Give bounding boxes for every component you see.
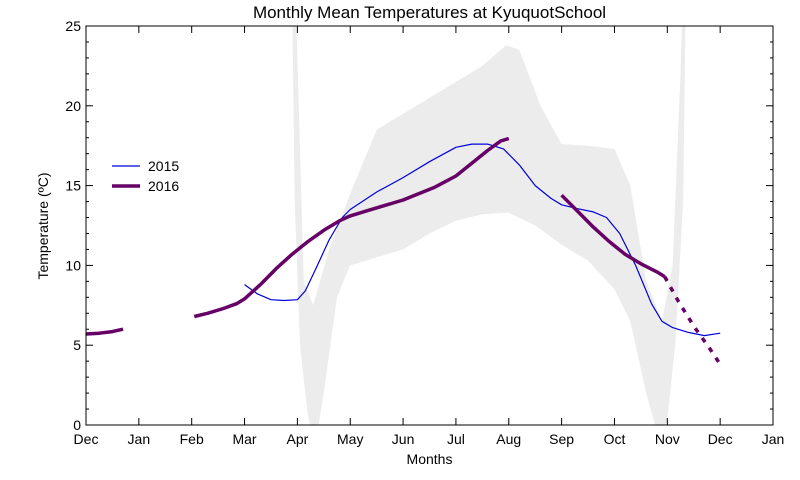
y-tick-label: 20 [65, 98, 81, 114]
legend-label-2016: 2016 [148, 178, 179, 194]
x-tick-label-jul: Jul [447, 431, 465, 447]
y-tick-label: 10 [65, 257, 81, 273]
y-tick-label: 5 [73, 337, 81, 353]
legend-label-2015: 2015 [148, 158, 179, 174]
series-lines [86, 136, 722, 366]
plot-frame [85, 25, 774, 426]
x-tick-label-feb: Feb [180, 431, 204, 447]
legend: 2015 2016 [112, 158, 179, 194]
axis-ticks: 0 5 10 15 20 25 Dec Jan Feb Mar Apr May Jun Jul Aug Sep… [65, 18, 784, 447]
x-tick-label-jun: Jun [392, 431, 415, 447]
series-2016-line-segment-3 [560, 193, 666, 279]
y-tick-label: 15 [65, 178, 81, 194]
x-tick-label-jan: Jan [762, 431, 785, 447]
x-tick-label-aug: Aug [496, 431, 521, 447]
x-tick-label-apr: Apr [286, 431, 308, 447]
temperature-range-band [292, 26, 686, 425]
x-tick-label-sep: Sep [549, 431, 574, 447]
x-tick-label-oct: Oct [604, 431, 626, 447]
chart-title: Monthly Mean Temperatures at KyuquotScho… [253, 3, 606, 22]
range-band-area [292, 26, 686, 425]
series-2016-line-segment-1 [86, 327, 124, 336]
y-tick-label: 0 [73, 417, 81, 433]
x-tick-label-mar: Mar [232, 431, 256, 447]
x-tick-label-may: May [337, 431, 363, 447]
x-tick-label-nov: Nov [655, 431, 680, 447]
y-tick-label: 25 [65, 18, 81, 34]
x-tick-label-jan: Jan [128, 431, 151, 447]
x-axis-title: Months [407, 451, 453, 467]
series-2016-line-segment-2 [193, 136, 510, 319]
y-axis-title: Temperature (ºC) [35, 172, 51, 279]
x-tick-label-dec: Dec [74, 431, 99, 447]
x-tick-label-dec: Dec [708, 431, 733, 447]
